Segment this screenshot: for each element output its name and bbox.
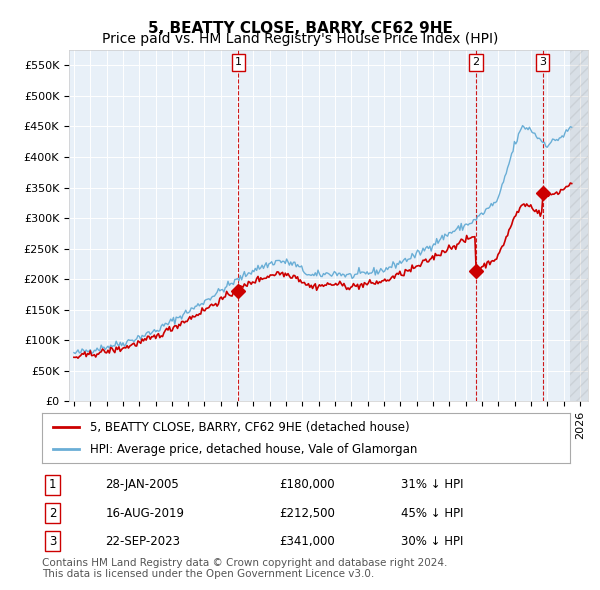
Text: 22-SEP-2023: 22-SEP-2023 [106, 535, 181, 548]
Text: 28-JAN-2005: 28-JAN-2005 [106, 478, 179, 491]
Text: Contains HM Land Registry data © Crown copyright and database right 2024.
This d: Contains HM Land Registry data © Crown c… [42, 558, 448, 579]
Text: 5, BEATTY CLOSE, BARRY, CF62 9HE (detached house): 5, BEATTY CLOSE, BARRY, CF62 9HE (detach… [89, 421, 409, 434]
Text: £180,000: £180,000 [280, 478, 335, 491]
Text: £341,000: £341,000 [280, 535, 335, 548]
Text: HPI: Average price, detached house, Vale of Glamorgan: HPI: Average price, detached house, Vale… [89, 442, 417, 455]
Text: 3: 3 [539, 57, 546, 67]
Text: 2: 2 [472, 57, 479, 67]
Text: 45% ↓ HPI: 45% ↓ HPI [401, 507, 464, 520]
Text: 31% ↓ HPI: 31% ↓ HPI [401, 478, 464, 491]
Text: 5, BEATTY CLOSE, BARRY, CF62 9HE: 5, BEATTY CLOSE, BARRY, CF62 9HE [148, 21, 452, 35]
Text: £212,500: £212,500 [280, 507, 335, 520]
Text: 30% ↓ HPI: 30% ↓ HPI [401, 535, 463, 548]
Text: 16-AUG-2019: 16-AUG-2019 [106, 507, 184, 520]
Text: 3: 3 [49, 535, 56, 548]
Text: Price paid vs. HM Land Registry's House Price Index (HPI): Price paid vs. HM Land Registry's House … [102, 32, 498, 47]
Text: 2: 2 [49, 507, 56, 520]
Text: 1: 1 [49, 478, 56, 491]
Text: 1: 1 [235, 57, 242, 67]
